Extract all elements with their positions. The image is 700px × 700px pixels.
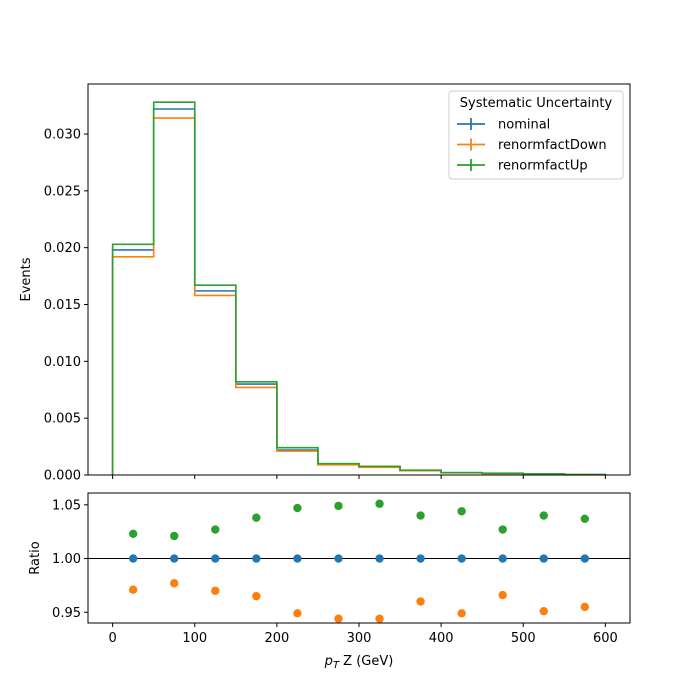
main-y-tick-label: 0.010	[44, 355, 81, 370]
main-histogram-panel: 0.000 0.005 0.010 0.015 0.020 0.025 0.030 Even…	[19, 83, 631, 484]
main-y-tick-label: 0.030	[44, 128, 81, 143]
main-y-axis-label: Events	[19, 257, 34, 301]
ratio-point-nominal	[252, 554, 261, 563]
ratio-y-axis-label: Ratio	[28, 541, 43, 574]
ratio-x-tick-label: 600	[593, 631, 618, 646]
ratio-point-nominal	[128, 554, 138, 563]
ratio-point-renormfactDown	[375, 614, 384, 623]
ratio-point-nominal	[498, 554, 507, 563]
ratio-x-tick-label: 500	[511, 631, 536, 646]
ratio-point-renormfactDown	[580, 602, 590, 612]
ratio-point-renormfactUp	[293, 503, 302, 513]
ratio-point-renormfactDown	[252, 591, 261, 601]
ratio-point-renormfactDown	[539, 606, 548, 616]
ratio-point-renormfactDown	[170, 579, 179, 588]
ratio-y-tick-label: 0.95	[52, 606, 81, 621]
ratio-point-renormfactUp	[498, 525, 507, 534]
main-y-tick-label: 0.000	[44, 469, 81, 484]
ratio-point-renormfactUp	[334, 501, 343, 511]
ratio-point-renormfactUp	[580, 514, 590, 523]
ratio-point-renormfactUp	[539, 511, 548, 520]
histogram-line-renormfactUp	[111, 101, 607, 476]
ratio-point-renormfactDown	[128, 585, 138, 594]
ratio-y-tick-label: 1.00	[52, 552, 81, 567]
main-series-group	[111, 101, 607, 476]
ratio-x-axis: 0 100 200 300 400 500 600	[108, 623, 618, 646]
ratio-y-axis: 0.95 1.00 1.05	[52, 498, 88, 621]
ratio-point-renormfactDown	[293, 609, 302, 618]
legend-entry-renormfactDown: renormfactDown	[457, 138, 607, 153]
x-axis-label-text: Z (GeV)	[339, 654, 393, 669]
main-y-axis: 0.000 0.005 0.010 0.015 0.020 0.025 0.030	[44, 128, 88, 484]
main-x-axis	[112, 475, 606, 479]
ratio-x-tick-label: 200	[264, 631, 289, 646]
legend-label-renormfactDown: renormfactDown	[498, 138, 607, 153]
legend-entry-renormfactUp: renormfactUp	[457, 159, 588, 174]
ratio-point-renormfactUp	[211, 525, 220, 534]
legend-label-renormfactUp: renormfactUp	[498, 159, 588, 174]
ratio-point-nominal	[416, 554, 425, 563]
x-axis-label-subscript: T	[333, 660, 340, 671]
ratio-point-renormfactUp	[457, 507, 466, 516]
legend-title: Systematic Uncertainty	[460, 96, 613, 111]
ratio-point-nominal	[293, 554, 302, 563]
ratio-axes-frame	[87, 492, 631, 624]
legend-entry-nominal: nominal	[457, 118, 550, 133]
ratio-x-tick-label: 0	[108, 631, 116, 646]
legend: Systematic Uncertainty nominal renormfact…	[448, 90, 624, 180]
ratio-point-renormfactDown	[416, 597, 425, 606]
ratio-point-nominal	[457, 554, 466, 563]
ratio-x-tick-label: 400	[429, 631, 454, 646]
main-axes-frame	[87, 83, 631, 476]
x-axis-label-symbol: p	[324, 654, 333, 669]
ratio-series-group	[128, 499, 590, 623]
legend-entries: nominal renormfactDown renormfactUp	[457, 118, 607, 174]
legend-label-nominal: nominal	[498, 118, 550, 133]
ratio-point-renormfactUp	[416, 511, 425, 520]
ratio-point-nominal	[580, 554, 590, 563]
ratio-point-renormfactDown	[498, 590, 507, 600]
ratio-point-nominal	[375, 554, 384, 563]
main-y-tick-label: 0.015	[44, 298, 81, 313]
ratio-point-renormfactUp	[170, 531, 179, 541]
ratio-point-renormfactUp	[375, 499, 384, 508]
ratio-point-renormfactDown	[457, 609, 466, 618]
main-y-tick-label: 0.020	[44, 241, 81, 256]
ratio-point-nominal	[334, 554, 343, 563]
ratio-point-renormfactUp	[128, 529, 138, 539]
x-axis-label: pT Z (GeV)	[324, 654, 394, 671]
main-y-tick-label: 0.025	[44, 184, 81, 199]
ratio-point-renormfactUp	[252, 513, 261, 522]
ratio-point-nominal	[170, 554, 179, 563]
ratio-y-tick-label: 1.05	[52, 498, 81, 513]
ratio-point-nominal	[211, 554, 220, 563]
legend-box	[448, 90, 624, 180]
ratio-panel: 0.95 1.00 1.05 0 100 200 300 400 500 600 Ratio p…	[28, 492, 631, 671]
ratio-point-nominal	[539, 554, 548, 563]
main-y-tick-label: 0.005	[44, 412, 81, 427]
ratio-x-tick-label: 300	[347, 631, 372, 646]
ratio-point-renormfactDown	[334, 614, 343, 623]
ratio-x-tick-label: 100	[182, 631, 207, 646]
ratio-point-renormfactDown	[211, 586, 220, 595]
